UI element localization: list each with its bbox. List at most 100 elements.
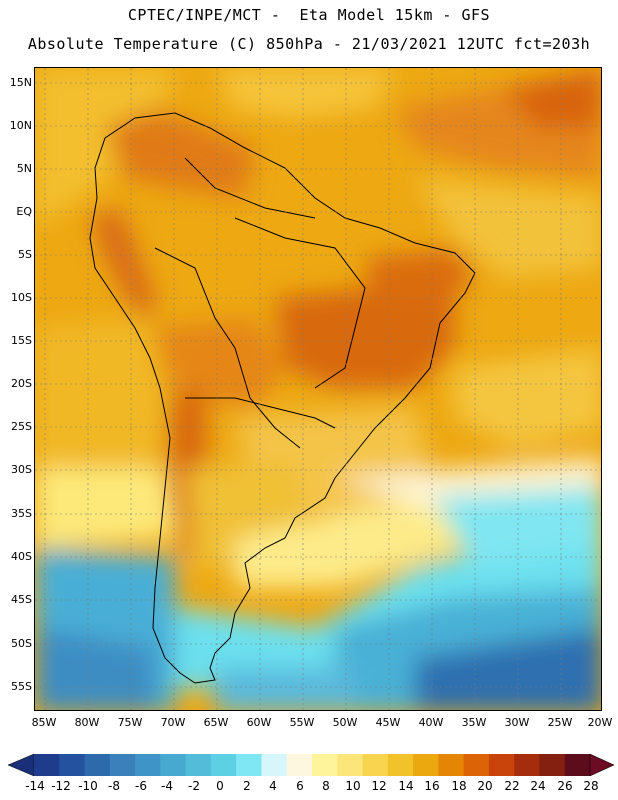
field-andes-north (105, 108, 255, 198)
lon-label: 70W (160, 716, 186, 729)
temperature-map (34, 67, 602, 711)
lon-label: 20W (587, 716, 613, 729)
colorbar-label: 8 (322, 779, 330, 793)
field-cold-w2 (35, 628, 155, 710)
colorbar-label: -14 (25, 779, 45, 793)
lon-label: 55W (289, 716, 315, 729)
colorbar-label: 18 (451, 779, 467, 793)
colorbar-label: 16 (424, 779, 440, 793)
lat-label: 55S (11, 680, 32, 693)
colorbar-cell (514, 754, 540, 776)
lat-label: 25S (11, 420, 32, 433)
colorbar-cell (539, 754, 566, 776)
colorbar-min-arrow (7, 753, 35, 777)
field-pacific-light (35, 318, 165, 478)
colorbar-label: 24 (530, 779, 546, 793)
colorbar-cell (84, 754, 111, 776)
field-yellow-band-w (35, 468, 175, 548)
colorbar-label: 14 (398, 779, 414, 793)
lat-label: 5S (18, 248, 32, 261)
map-svg (35, 68, 601, 710)
lat-label: 35S (11, 507, 32, 520)
south-america-outline (89, 112, 476, 684)
colorbar-cell (564, 754, 591, 776)
lat-label: EQ (16, 205, 32, 218)
colorbar-label: 26 (557, 779, 573, 793)
lon-label: 40W (418, 716, 444, 729)
colorbar-cell (463, 754, 490, 776)
lon-label: 50W (332, 716, 358, 729)
lat-label: 15S (11, 334, 32, 347)
colorbar-label: 2 (243, 779, 251, 793)
colorbar-max-arrow (589, 753, 615, 777)
colorbar-label: -4 (161, 779, 173, 793)
colorbar-cell (185, 754, 212, 776)
lat-label: 5N (16, 162, 32, 175)
colorbar-label: 12 (371, 779, 387, 793)
colorbar-cell (210, 754, 237, 776)
colorbar-cell (160, 754, 187, 776)
colorbar-cell (312, 754, 338, 776)
field-brazil-hot2 (365, 248, 475, 308)
lat-label: 15N (9, 76, 32, 89)
border-north (184, 157, 316, 219)
field-ne-hot2 (505, 68, 601, 128)
colorbar-label: 4 (269, 779, 277, 793)
colorbar-cell (362, 754, 389, 776)
field-cold-lower-mid (215, 668, 355, 710)
lon-label: 45W (375, 716, 401, 729)
colorbar-cell (261, 754, 288, 776)
border-central (234, 217, 366, 389)
colorbar-label: 10 (345, 779, 361, 793)
field-brazil-hot (275, 288, 455, 388)
colorbar-label: -10 (78, 779, 98, 793)
colorbar-label: -8 (108, 779, 120, 793)
colorbar-cells (34, 754, 591, 776)
field-atlantic-light (415, 178, 601, 278)
colorbar-label: -12 (51, 779, 71, 793)
colorbar-label: 28 (583, 779, 599, 793)
colorbar-cell (337, 754, 363, 776)
colorbar-cell (109, 754, 136, 776)
lon-label: 85W (31, 716, 57, 729)
colorbar-cell (413, 754, 439, 776)
colorbar-label: 0 (216, 779, 224, 793)
lat-label: 50S (11, 637, 32, 650)
colorbar-cell (59, 754, 85, 776)
colorbar-cell (236, 754, 262, 776)
colorbar-cell (488, 754, 515, 776)
field-ne-light (35, 68, 175, 228)
colorbar (7, 753, 615, 777)
lon-label: 35W (461, 716, 487, 729)
colorbar-cell (438, 754, 465, 776)
colorbar-cell (34, 754, 60, 776)
border-west (154, 247, 301, 449)
lon-label: 30W (504, 716, 530, 729)
field-andes-west (90, 208, 155, 328)
lat-label: 10S (11, 291, 32, 304)
colorbar-label: -6 (135, 779, 147, 793)
lon-label: 80W (74, 716, 100, 729)
lon-label: 25W (547, 716, 573, 729)
temperature-field (35, 68, 601, 710)
field-atlantic-mid (455, 348, 601, 448)
field-chaco (155, 318, 285, 408)
lat-label: 10N (9, 119, 32, 132)
lat-label: 40S (11, 550, 32, 563)
colorbar-label: 6 (296, 779, 304, 793)
colorbar-cell (135, 754, 161, 776)
field-cold-se2 (415, 628, 601, 710)
colorbar-cell (286, 754, 313, 776)
lon-label: 65W (203, 716, 229, 729)
colorbar-cell (387, 754, 414, 776)
lat-label: 20S (11, 377, 32, 390)
colorbar-label: 20 (477, 779, 493, 793)
field-yellow-band-c (235, 488, 495, 588)
country-borders (89, 112, 476, 684)
lat-label: 45S (11, 593, 32, 606)
field-n-ocean (215, 68, 395, 118)
colorbar-label: -2 (188, 779, 200, 793)
colorbar-label: 22 (504, 779, 520, 793)
lat-label: 30S (11, 463, 32, 476)
lon-label: 60W (246, 716, 272, 729)
